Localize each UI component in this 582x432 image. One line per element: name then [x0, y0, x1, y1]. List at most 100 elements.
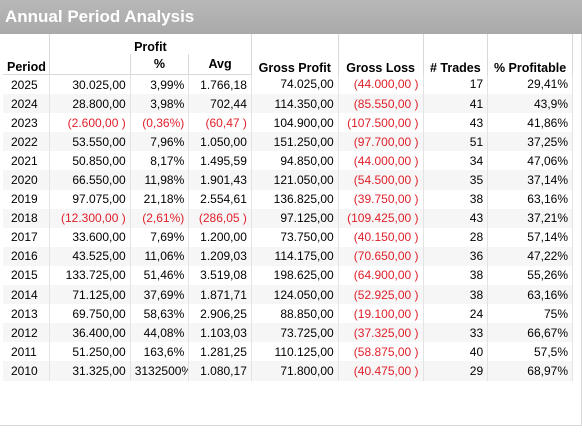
cell-trades: 43 — [423, 113, 489, 133]
cell-trades: 33 — [423, 323, 489, 343]
cell-profit-avg: 1.281,25 — [188, 342, 252, 362]
table-row[interactable]: 2014 71.125,00 37,69% 1.871,71 124.050,00 (52… — [3, 285, 573, 305]
cell-profit: 30.025,00 — [49, 74, 131, 95]
cell-pct-profitable: 41,86% — [487, 113, 573, 133]
cell-profit-avg: 1.766,18 — [188, 74, 252, 95]
col-header-gross-loss[interactable]: Gross Loss — [338, 34, 424, 75]
cell-profit: 33.600,00 — [49, 227, 131, 247]
cell-profit: 43.525,00 — [49, 246, 131, 266]
cell-trades: 38 — [423, 265, 489, 286]
cell-gross-profit: 151.250,00 — [251, 132, 339, 152]
cell-gross-profit: 121.050,00 — [251, 170, 339, 190]
table-row[interactable]: 2019 97.075,00 21,18% 2.554,61 136.825,00 (39… — [3, 189, 573, 209]
table-row[interactable]: 2011 51.250,00 163,6% 1.281,25 110.125,00 (58… — [3, 342, 573, 362]
cell-profit-avg: (286,05 ) — [188, 208, 252, 228]
cell-gross-profit: 73.750,00 — [251, 227, 339, 247]
cell-trades: 41 — [423, 94, 489, 114]
table-row[interactable]: 2022 53.550,00 7,96% 1.050,00 151.250,00 (97.… — [3, 132, 573, 152]
table-row[interactable]: 2024 28.800,00 3,98% 702,44 114.350,00 (85.55… — [3, 94, 573, 114]
table-body: 2025 30.025,00 3,99% 1.766,18 74.025,00 (44.0… — [3, 74, 573, 381]
cell-profit-avg: 2.554,61 — [188, 189, 252, 209]
cell-trades: 38 — [423, 189, 489, 209]
cell-pct-profitable: 63,16% — [487, 189, 573, 209]
cell-period: 2012 — [3, 323, 50, 343]
cell-profit-pct: 44,08% — [130, 323, 190, 343]
cell-gross-profit: 114.175,00 — [251, 246, 339, 266]
cell-period: 2013 — [3, 304, 50, 324]
cell-profit-avg: 3.519,08 — [188, 265, 252, 286]
cell-trades: 40 — [423, 342, 489, 362]
col-header-gross-profit[interactable]: Gross Profit — [251, 34, 339, 75]
col-header-period[interactable]: Period — [3, 34, 50, 75]
cell-profit-pct: 21,18% — [130, 189, 190, 209]
cell-pct-profitable: 75% — [487, 304, 573, 324]
col-header-profit-group[interactable]: Profit — [49, 34, 252, 54]
cell-profit-pct: 11,98% — [130, 170, 190, 190]
cell-profit: 36.400,00 — [49, 323, 131, 343]
cell-profit-avg: 2.906,25 — [188, 304, 252, 324]
cell-gross-profit: 94.850,00 — [251, 151, 339, 171]
cell-period: 2023 — [3, 113, 50, 133]
table-row[interactable]: 2010 31.325,00 3132500% 1.080,17 71.800,00 (4… — [3, 361, 573, 381]
cell-profit: 53.550,00 — [49, 132, 131, 152]
cell-profit: 51.250,00 — [49, 342, 131, 362]
table-row[interactable]: 2017 33.600,00 7,69% 1.200,00 73.750,00 (40.1… — [3, 227, 573, 247]
cell-period: 2011 — [3, 342, 50, 362]
cell-profit: (12.300,00 ) — [49, 208, 131, 228]
cell-profit-pct: 3132500% — [130, 361, 190, 381]
cell-profit-pct: 3,99% — [130, 74, 190, 95]
cell-trades: 36 — [423, 246, 489, 266]
cell-gross-profit: 73.725,00 — [251, 323, 339, 343]
cell-pct-profitable: 29,41% — [487, 74, 573, 95]
cell-profit-pct: 3,98% — [130, 94, 190, 114]
table-row[interactable]: 2015 133.725,00 51,46% 3.519,08 198.625,00 (6… — [3, 265, 573, 286]
cell-profit: 50.850,00 — [49, 151, 131, 171]
cell-gross-profit: 110.125,00 — [251, 342, 339, 362]
cell-profit: 28.800,00 — [49, 94, 131, 114]
cell-profit-pct: (2,61%) — [130, 208, 190, 228]
table-row[interactable]: 2013 69.750,00 58,63% 2.906,25 88.850,00 (19.… — [3, 304, 573, 324]
col-header-profit-avg[interactable]: Avg — [188, 54, 252, 75]
cell-trades: 51 — [423, 132, 489, 152]
cell-period: 2014 — [3, 285, 50, 305]
cell-period: 2019 — [3, 189, 50, 209]
cell-trades: 35 — [423, 170, 489, 190]
period-table: Period Profit Gross Profit Gross Loss # … — [3, 34, 573, 381]
cell-gross-profit: 136.825,00 — [251, 189, 339, 209]
cell-profit-avg: 1.495,59 — [188, 151, 252, 171]
cell-gross-profit: 71.800,00 — [251, 361, 339, 381]
cell-gross-loss: (44.000,00 ) — [338, 151, 424, 171]
table-row[interactable]: 2016 43.525,00 11,06% 1.209,03 114.175,00 (70… — [3, 246, 573, 266]
cell-pct-profitable: 37,21% — [487, 208, 573, 228]
cell-trades: 43 — [423, 208, 489, 228]
cell-pct-profitable: 37,25% — [487, 132, 573, 152]
cell-pct-profitable: 63,16% — [487, 285, 573, 305]
table-row[interactable]: 2020 66.550,00 11,98% 1.901,43 121.050,00 (54… — [3, 170, 573, 190]
cell-gross-loss: (107.500,00 ) — [338, 113, 424, 133]
cell-profit: 69.750,00 — [49, 304, 131, 324]
cell-gross-profit: 198.625,00 — [251, 265, 339, 286]
cell-profit: 97.075,00 — [49, 189, 131, 209]
cell-profit: 66.550,00 — [49, 170, 131, 190]
cell-profit-pct: 11,06% — [130, 246, 190, 266]
cell-gross-loss: (40.475,00 ) — [338, 361, 424, 381]
cell-pct-profitable: 57,5% — [487, 342, 573, 362]
cell-profit-avg: 702,44 — [188, 94, 252, 114]
cell-period: 2020 — [3, 170, 50, 190]
col-header-profit-pct[interactable]: % — [130, 54, 190, 75]
cell-period: 2021 — [3, 151, 50, 171]
col-header-pct-profitable[interactable]: % Profitable — [487, 34, 573, 75]
table-row[interactable]: 2023 (2.600,00 ) (0,36%) (60,47 ) 104.900,00… — [3, 113, 573, 133]
table-row[interactable]: 2021 50.850,00 8,17% 1.495,59 94.850,00 (44.0… — [3, 151, 573, 171]
window-title: Annual Period Analysis — [0, 0, 582, 34]
col-header-trades[interactable]: # Trades — [423, 34, 489, 75]
cell-gross-profit: 124.050,00 — [251, 285, 339, 305]
table-row[interactable]: 2025 30.025,00 3,99% 1.766,18 74.025,00 (44.0… — [3, 74, 573, 95]
cell-gross-loss: (19.100,00 ) — [338, 304, 424, 324]
cell-profit-pct: 163,6% — [130, 342, 190, 362]
cell-trades: 28 — [423, 227, 489, 247]
cell-profit-avg: 1.901,43 — [188, 170, 252, 190]
table-row[interactable]: 2018 (12.300,00 ) (2,61%) (286,05 ) 97.125,0… — [3, 208, 573, 228]
table-row[interactable]: 2012 36.400,00 44,08% 1.103,03 73.725,00 (37.… — [3, 323, 573, 343]
